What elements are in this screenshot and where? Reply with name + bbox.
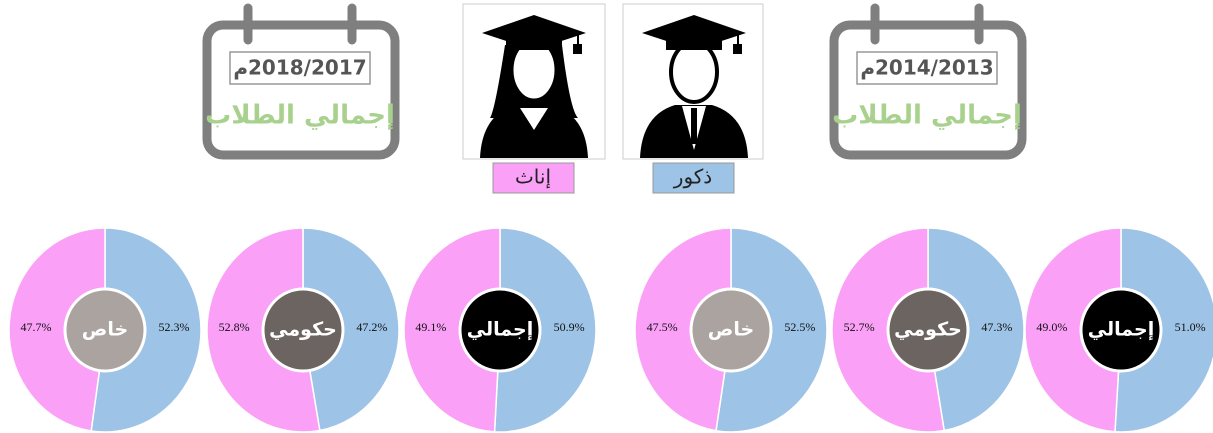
center-label: حكومي: [894, 319, 962, 341]
donut-center: [886, 287, 970, 373]
pie-slice: [1024, 227, 1122, 433]
value-label: 49.0%: [1036, 320, 1067, 334]
female-graduate-icon: [462, 3, 606, 160]
center-label: خاص: [82, 319, 128, 341]
pie-slice: [1114, 227, 1213, 433]
center-label: خاص: [708, 319, 754, 341]
pie-slice: [927, 227, 1025, 432]
center-label: حكومي: [269, 319, 337, 341]
legend-label: إناث: [515, 165, 551, 190]
value-label: 50.9%: [554, 320, 585, 334]
pie-slice: [8, 227, 106, 432]
value-label: 47.3%: [981, 320, 1012, 334]
year-label: 2014/2013م: [860, 56, 993, 80]
header-label: إجمالي الطلاب: [205, 101, 395, 131]
male-graduate-icon: [622, 3, 764, 160]
legend-label: ذكور: [673, 165, 712, 189]
pie-slice: [403, 227, 501, 433]
calendar-icon: [202, 3, 400, 160]
pie-slice: [634, 227, 732, 432]
legend-swatch: [652, 162, 735, 194]
value-label: 52.5%: [784, 320, 815, 334]
value-label: 52.7%: [844, 320, 875, 334]
legend-swatch: [492, 162, 575, 194]
value-label: 52.8%: [219, 320, 250, 334]
value-label: 47.2%: [356, 320, 387, 334]
year-label: 2018/2017م: [233, 56, 366, 80]
pie-slice: [493, 227, 597, 433]
donut-center: [458, 287, 542, 373]
donut-center: [689, 287, 773, 373]
value-label: 52.3%: [158, 320, 189, 334]
value-label: 47.7%: [21, 320, 52, 334]
value-label: 49.1%: [415, 320, 446, 334]
value-label: 47.5%: [647, 320, 678, 334]
center-label: إجمالي: [1088, 319, 1154, 341]
donut-center: [1079, 287, 1163, 373]
calendar-icon: [829, 3, 1027, 160]
donut-center: [261, 287, 345, 373]
center-label: إجمالي: [467, 319, 533, 341]
value-label: 51.0%: [1175, 320, 1206, 334]
donut-center: [63, 287, 147, 373]
pie-slice: [302, 227, 400, 432]
header-label: إجمالي الطلاب: [832, 101, 1022, 131]
